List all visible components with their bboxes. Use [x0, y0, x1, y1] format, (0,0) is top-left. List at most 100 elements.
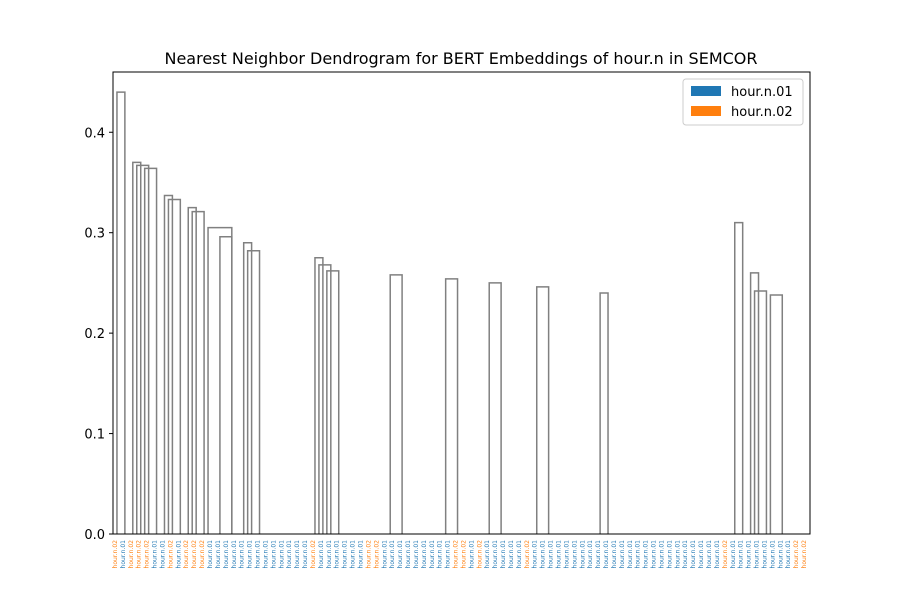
dendrogram-link — [242, 241, 253, 534]
dendrogram-link — [389, 274, 403, 534]
leaf-labels: hour.n.02 hour.n.01 hour.n.02 hour.n.02 hour… — [112, 540, 808, 569]
leaf-label: hour.n.01 — [152, 540, 159, 569]
dendrogram-link — [444, 278, 459, 534]
dendrogram-link — [219, 235, 233, 534]
leaf-label: hour.n.02 — [801, 540, 808, 569]
leaf-label: hour.n.01 — [706, 540, 713, 569]
dendrogram-link — [191, 210, 205, 534]
leaf-label: hour.n.02 — [167, 540, 174, 569]
leaf-label: hour.n.01 — [690, 540, 697, 569]
y-tick-label: 0.0 — [84, 528, 105, 543]
dendrogram-link — [769, 294, 784, 534]
leaf-label: hour.n.01 — [342, 540, 349, 569]
leaf-label: hour.n.01 — [761, 540, 768, 569]
leaf-label: hour.n.01 — [714, 540, 721, 569]
dendrogram-link — [136, 164, 150, 534]
leaf-label: hour.n.02 — [722, 540, 729, 569]
dendrogram-link — [753, 290, 768, 534]
leaf-label: hour.n.02 — [144, 540, 151, 569]
leaf-label: hour.n.01 — [270, 540, 277, 569]
leaf-label: hour.n.01 — [389, 540, 396, 569]
leaf-label: hour.n.01 — [548, 540, 555, 569]
leaf-label: hour.n.01 — [738, 540, 745, 569]
leaf-label: hour.n.01 — [437, 540, 444, 569]
y-tick-label: 0.3 — [84, 227, 105, 242]
leaf-label: hour.n.01 — [619, 540, 626, 569]
dendrogram-link — [318, 264, 332, 534]
dendrogram-link — [535, 286, 550, 534]
dendrogram-link — [163, 194, 174, 534]
leaf-label: hour.n.02 — [453, 540, 460, 569]
leaf-label: hour.n.01 — [262, 540, 269, 569]
leaf-label: hour.n.01 — [413, 540, 420, 569]
leaf-label: hour.n.01 — [651, 540, 658, 569]
leaf-label: hour.n.01 — [159, 540, 166, 569]
leaf-label: hour.n.01 — [357, 540, 364, 569]
leaf-label: hour.n.01 — [658, 540, 665, 569]
legend: hour.n.01 hour.n.02 — [682, 78, 804, 126]
y-tick-label: 0.1 — [84, 428, 105, 443]
plot-frame — [112, 71, 811, 535]
leaf-label: hour.n.01 — [556, 540, 563, 569]
leaf-label: hour.n.01 — [302, 540, 309, 569]
leaf-label: hour.n.01 — [532, 540, 539, 569]
leaf-label: hour.n.01 — [571, 540, 578, 569]
leaf-label: hour.n.01 — [769, 540, 776, 569]
leaf-label: hour.n.01 — [215, 540, 222, 569]
leaf-label: hour.n.01 — [579, 540, 586, 569]
leaf-label: hour.n.01 — [563, 540, 570, 569]
leaf-label: hour.n.01 — [643, 540, 650, 569]
leaf-label: hour.n.01 — [492, 540, 499, 569]
leaf-label: hour.n.01 — [785, 540, 792, 569]
leaf-label: hour.n.01 — [627, 540, 634, 569]
leaf-label: hour.n.01 — [754, 540, 761, 569]
leaf-label: hour.n.01 — [278, 540, 285, 569]
leaf-label: hour.n.01 — [239, 540, 246, 569]
y-tick-label: 0.4 — [84, 126, 105, 141]
leaf-label: hour.n.01 — [231, 540, 238, 569]
leaf-label: hour.n.02 — [365, 540, 372, 569]
leaf-label: hour.n.02 — [199, 540, 206, 569]
leaf-label: hour.n.01 — [666, 540, 673, 569]
leaf-label: hour.n.02 — [476, 540, 483, 569]
leaf-label: hour.n.01 — [334, 540, 341, 569]
dendrogram-link — [749, 272, 760, 534]
leaf-label: hour.n.02 — [112, 540, 119, 569]
leaf-label: hour.n.01 — [746, 540, 753, 569]
leaf-label: hour.n.02 — [373, 540, 380, 569]
legend-swatch-hour-n-02 — [691, 106, 721, 116]
leaf-label: hour.n.01 — [255, 540, 262, 569]
leaf-label: hour.n.01 — [611, 540, 618, 569]
leaf-label: hour.n.02 — [183, 540, 190, 569]
legend-label-hour-n-01: hour.n.01 — [731, 85, 793, 100]
leaf-label: hour.n.01 — [381, 540, 388, 569]
y-tick-label: 0.2 — [84, 327, 105, 342]
plot-area — [113, 72, 810, 534]
leaf-label: hour.n.01 — [484, 540, 491, 569]
leaf-label: hour.n.01 — [207, 540, 214, 569]
dendrogram-link — [143, 167, 158, 534]
leaf-label: hour.n.01 — [421, 540, 428, 569]
legend-label-hour-n-02: hour.n.02 — [731, 105, 793, 120]
leaf-label: hour.n.01 — [429, 540, 436, 569]
leaf-label: hour.n.01 — [682, 540, 689, 569]
leaf-label: hour.n.01 — [730, 540, 737, 569]
dendrogram-link — [132, 161, 142, 534]
leaf-label: hour.n.01 — [516, 540, 523, 569]
leaf-label: hour.n.01 — [247, 540, 254, 569]
leaf-label: hour.n.01 — [286, 540, 293, 569]
dendrogram-link — [488, 282, 502, 534]
dendrogram-link — [246, 250, 261, 534]
leaf-label: hour.n.02 — [136, 540, 143, 569]
dendrogram-link — [187, 206, 197, 534]
leaf-label: hour.n.01 — [595, 540, 602, 569]
leaf-label: hour.n.01 — [468, 540, 475, 569]
leaf-label: hour.n.01 — [397, 540, 404, 569]
dendrogram-link — [599, 292, 609, 534]
leaf-label: hour.n.02 — [191, 540, 198, 569]
leaf-label: hour.n.01 — [508, 540, 515, 569]
leaf-label: hour.n.01 — [540, 540, 547, 569]
leaf-label: hour.n.01 — [294, 540, 301, 569]
dendrogram-links — [116, 91, 784, 534]
